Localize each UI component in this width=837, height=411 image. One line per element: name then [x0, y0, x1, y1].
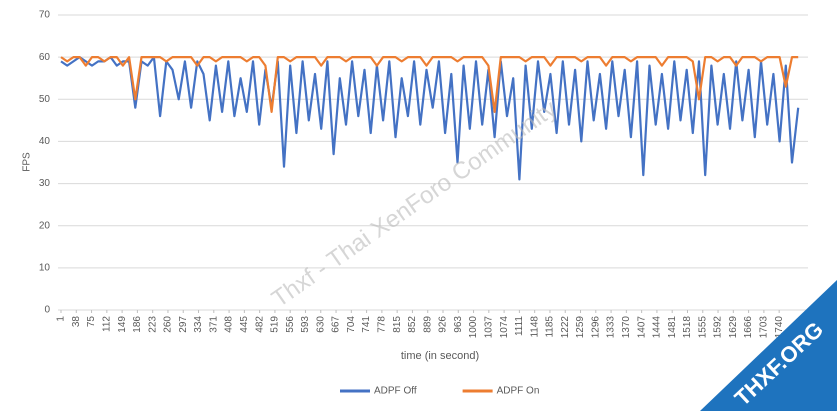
legend-label: ADPF On [497, 386, 540, 397]
x-tick-label: 963 [453, 316, 464, 333]
x-tick-label: 445 [239, 316, 250, 333]
x-tick-label: 1111 [514, 316, 525, 336]
x-tick-label: 1629 [728, 316, 739, 339]
x-tick-label: 630 [315, 316, 326, 333]
y-tick-label: 60 [39, 52, 51, 63]
y-tick-label: 50 [39, 94, 51, 105]
x-tick-label: 482 [254, 316, 265, 333]
x-tick-label: 75 [86, 316, 97, 328]
x-tick-label: 297 [178, 316, 189, 333]
x-tick-label: 38 [71, 316, 82, 328]
x-tick-label: 1703 [759, 316, 770, 339]
x-tick-label: 1296 [590, 316, 601, 339]
x-tick-label: 1481 [667, 316, 678, 339]
x-tick-label: 260 [163, 316, 174, 333]
x-tick-label: 149 [117, 316, 128, 333]
x-tick-label: 1 [56, 316, 67, 322]
legend-label: ADPF Off [374, 386, 417, 397]
x-tick-label: 741 [361, 316, 372, 333]
x-tick-label: 1370 [621, 316, 632, 339]
x-tick-label: 1555 [697, 316, 708, 339]
x-tick-label: 1666 [743, 316, 754, 339]
y-tick-label: 20 [39, 220, 51, 231]
x-tick-label: 667 [331, 316, 342, 333]
watermark: Thxf - Thai XenForo Community [267, 95, 562, 313]
x-tick-label: 852 [407, 316, 418, 333]
x-tick-label: 1407 [636, 316, 647, 339]
x-tick-label: 1222 [560, 316, 571, 339]
x-tick-label: 1740 [774, 316, 785, 339]
x-tick-label: 1074 [499, 316, 510, 339]
x-tick-label: 1000 [468, 316, 479, 339]
y-tick-label: 0 [44, 305, 50, 316]
x-tick-label: 704 [346, 316, 357, 333]
y-tick-label: 10 [39, 262, 51, 273]
x-tick-label: 593 [300, 316, 311, 333]
x-tick-label: 1185 [545, 316, 556, 338]
x-tick-label: 1518 [682, 316, 693, 339]
y-tick-label: 30 [39, 178, 51, 189]
x-tick-label: 1592 [713, 316, 724, 339]
x-tick-label: 1148 [529, 316, 540, 338]
series-line [60, 56, 799, 113]
x-tick-label: 556 [285, 316, 296, 333]
x-tick-label: 1037 [483, 316, 494, 339]
y-tick-label: 70 [39, 10, 51, 21]
x-tick-label: 371 [208, 316, 219, 333]
logo-badge [700, 280, 837, 411]
y-tick-label: 40 [39, 136, 51, 147]
x-tick-label: 815 [392, 316, 403, 333]
series-line [60, 56, 800, 181]
x-tick-label: 1259 [575, 316, 586, 339]
x-axis-label: time (in second) [401, 350, 479, 362]
x-tick-label: 519 [270, 316, 281, 333]
x-tick-label: 926 [438, 316, 449, 333]
x-tick-label: 112 [101, 316, 112, 332]
x-tick-label: 889 [422, 316, 433, 333]
x-tick-label: 1444 [652, 316, 663, 339]
x-tick-label: 1333 [606, 316, 617, 339]
x-tick-label: 334 [193, 316, 204, 333]
x-tick-label: 408 [224, 316, 235, 333]
x-tick-label: 778 [377, 316, 388, 333]
x-tick-label: 186 [132, 316, 143, 333]
x-tick-label: 223 [147, 316, 158, 333]
y-axis-label: FPS [22, 152, 33, 172]
